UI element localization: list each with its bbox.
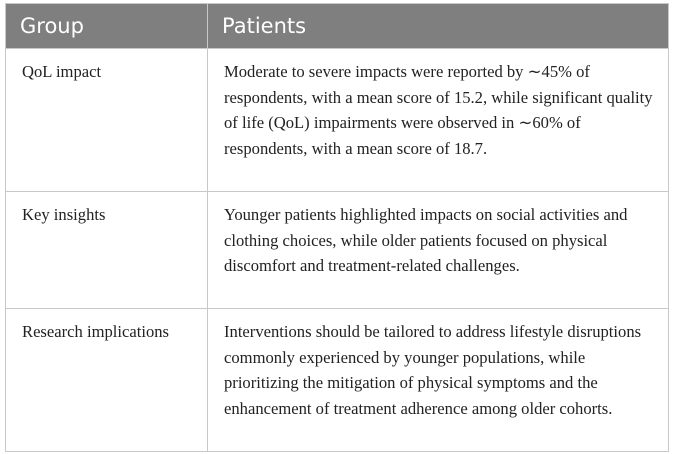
header-cell: Patients	[207, 3, 669, 49]
table-row: Key insights Younger patients highlighte…	[5, 191, 669, 309]
group-cell: Key insights	[5, 191, 208, 309]
patients-cell: Moderate to severe impacts were reported…	[207, 48, 669, 192]
patients-cell: Interventions should be tailored to addr…	[207, 308, 669, 452]
patients-cell: Younger patients highlighted impacts on …	[207, 191, 669, 309]
data-table: Group Patients QoL impact Moderate to se…	[5, 3, 669, 452]
group-cell: QoL impact	[5, 48, 208, 192]
table-row: QoL impact Moderate to severe impacts we…	[5, 48, 669, 192]
header-cell: Group	[5, 3, 208, 49]
header-row: Group Patients	[5, 3, 669, 49]
group-cell: Research implications	[5, 308, 208, 452]
table-row: Research implications Interventions shou…	[5, 308, 669, 452]
